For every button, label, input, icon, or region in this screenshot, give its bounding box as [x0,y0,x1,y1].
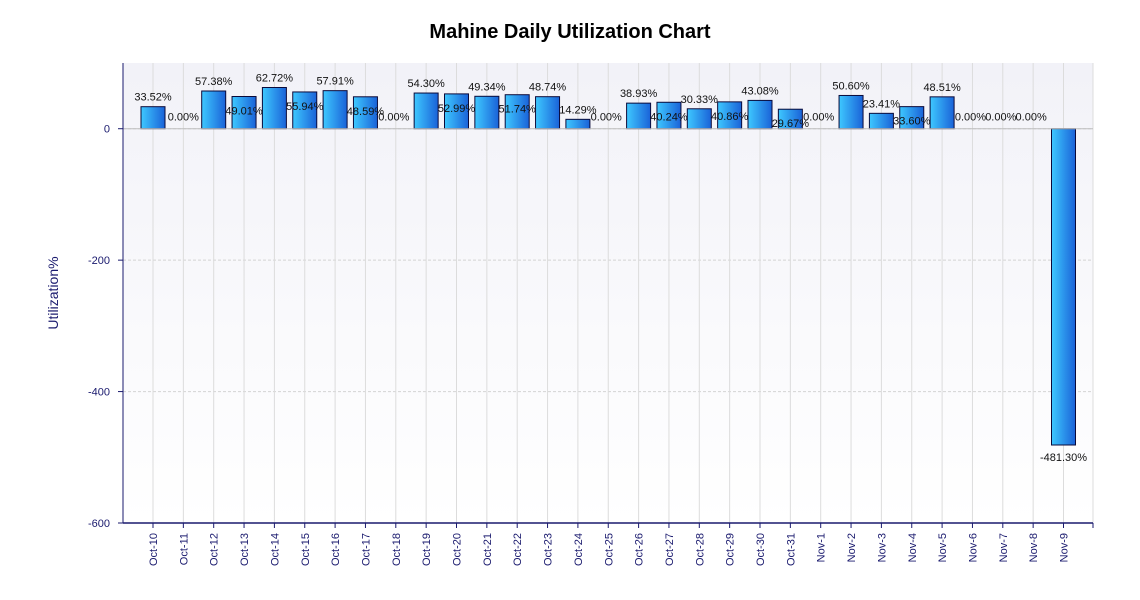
data-label: 54.30% [407,78,445,90]
x-tick-label: Oct-27 [664,533,676,566]
x-tick-label: Oct-30 [755,533,767,566]
bar-nov-2 [838,94,864,130]
x-tick-label: Oct-11 [178,533,190,565]
y-tick-label: -600 [88,518,110,530]
bar-oct-19 [413,92,439,130]
bar-oct-26 [626,102,652,130]
x-tick-label: Oct-10 [148,533,160,566]
bar-oct-22 [504,94,530,130]
data-label: 0.00% [591,112,622,124]
y-tick-labels-group: 0 -200 -400 -600 [88,124,110,530]
data-label: 40.86% [711,111,749,123]
x-tick-label: Oct-19 [421,533,433,566]
x-tick-label: Nov-5 [937,533,949,562]
data-label: 14.29% [559,104,597,116]
data-label: 55.94% [286,101,324,113]
data-label: 38.93% [620,88,658,100]
axes-group [118,63,1094,528]
x-tick-label: Oct-24 [573,533,585,566]
chart-title: Mahine Daily Utilization Chart [429,21,710,43]
data-label: 52.99% [438,103,476,115]
bar-oct-21 [474,95,500,130]
x-tick-label: Oct-28 [694,533,706,566]
x-tick-label: Oct-18 [391,533,403,566]
data-label: 33.52% [134,92,172,104]
bar-oct-28 [686,108,712,130]
x-tick-label: Oct-12 [209,533,221,566]
bar-oct-14 [261,86,287,130]
data-label: 43.08% [741,85,779,97]
y-tick-label: -200 [88,255,110,267]
data-label: 49.01% [225,106,263,118]
x-tick-label: Oct-22 [512,533,524,566]
data-label: 40.24% [650,111,688,123]
x-tick-label: Oct-14 [269,533,281,566]
data-label: 48.51% [923,82,961,94]
data-label: 0.00% [378,112,409,124]
bar-oct-24 [565,118,591,130]
x-tick-label: Nov-4 [907,533,919,562]
x-tick-label: Oct-29 [725,533,737,566]
data-label: 50.60% [832,80,870,92]
bars-group [140,86,1076,446]
x-tick-label: Oct-20 [452,533,464,566]
data-label: 57.38% [195,76,233,88]
x-tick-label: Oct-16 [330,533,342,566]
x-tick-labels-group: Oct-10 Oct-11 Oct-12 Oct-13 Oct-14 Oct-15 Oct-… [148,533,1071,566]
x-tick-label: Oct-13 [239,533,251,566]
data-label: 48.74% [529,82,567,94]
x-tick-label: Nov-9 [1059,533,1071,562]
x-tick-label: Oct-23 [543,533,555,566]
x-tick-label: Oct-31 [785,533,797,566]
x-tick-label: Nov-2 [846,533,858,562]
x-tick-label: Oct-26 [634,533,646,566]
data-label: 0.00% [955,112,986,124]
bar-oct-16 [322,90,348,130]
x-tick-label: Oct-25 [603,533,615,566]
x-tick-label: Oct-15 [300,533,312,566]
bar-oct-13 [231,96,257,130]
bar-nov-9 [1051,128,1076,446]
bar-oct-17 [352,96,378,130]
bar-oct-12 [201,90,227,130]
bar-oct-29 [717,101,743,130]
x-tick-label: Nov-8 [1028,533,1040,562]
data-label: 0.00% [803,112,834,124]
data-label: 0.00% [168,112,199,124]
data-label: 33.60% [893,116,931,128]
x-tick-label: Nov-3 [876,533,888,562]
bar-nov-5 [929,96,955,130]
x-tick-label: Oct-21 [482,533,494,566]
data-label: 0.00% [985,112,1016,124]
data-label: 48.59% [347,106,385,118]
bar-oct-10 [140,106,166,130]
x-tick-label: Nov-7 [998,533,1010,562]
gridlines [123,63,1094,523]
x-tick-label: Nov-6 [967,533,979,562]
data-label: 57.91% [316,76,354,88]
data-label: -481.30% [1040,452,1087,464]
x-tick-label: Oct-17 [360,533,372,566]
data-labels-group: 33.52% 0.00% 57.38% 49.01% 62.72% 55.94% 57.91… [134,72,1087,463]
data-label: 51.74% [499,104,537,116]
y-tick-label: -400 [88,387,110,399]
bar-nov-3 [868,112,894,130]
y-tick-label: 0 [104,124,110,136]
data-label: 23.41% [863,98,901,110]
bar-oct-15 [292,91,318,130]
data-label: 29.67% [772,118,810,130]
data-label: 0.00% [1016,112,1047,124]
data-label: 30.33% [681,94,719,106]
y-axis-label: Utilization% [45,256,61,329]
data-label: 49.34% [468,81,506,93]
bar-oct-30 [747,99,773,130]
data-label: 62.72% [256,72,294,84]
bar-oct-23 [535,96,561,130]
x-tick-label: Nov-1 [816,533,828,562]
